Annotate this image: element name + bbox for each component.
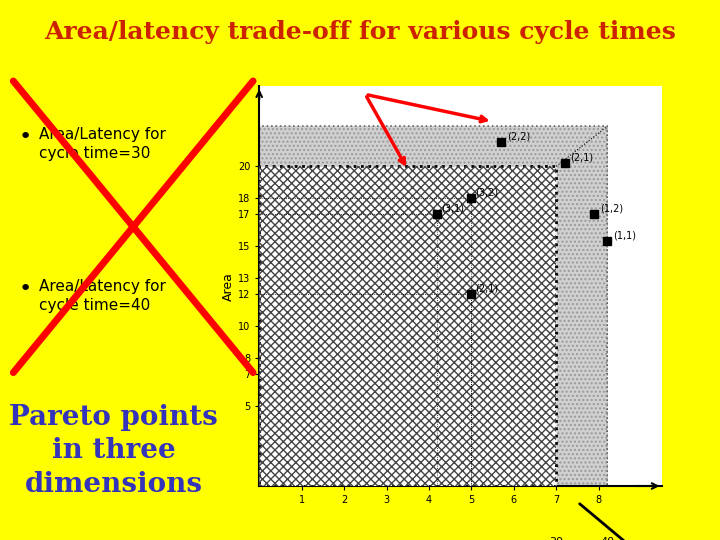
Text: 30: 30 [549, 537, 563, 540]
Text: (1,1): (1,1) [613, 231, 636, 241]
Text: (1,2): (1,2) [600, 204, 624, 213]
Text: (3,2): (3,2) [476, 187, 499, 198]
Text: (2,1): (2,1) [476, 284, 499, 293]
Text: Pareto points
in three
dimensions: Pareto points in three dimensions [9, 404, 217, 498]
Text: Area/Latency for
cycle time=40: Area/Latency for cycle time=40 [39, 279, 166, 313]
Bar [259, 126, 607, 486]
Text: •: • [18, 279, 32, 299]
Text: 40: 40 [600, 537, 614, 540]
Text: Area/latency trade-off for various cycle times: Area/latency trade-off for various cycle… [44, 21, 676, 44]
Y-axis label: Area: Area [222, 272, 235, 301]
Text: (2,1): (2,1) [570, 152, 593, 163]
Text: (2,2): (2,2) [507, 132, 530, 141]
Bar [259, 166, 557, 486]
Bar [259, 166, 557, 486]
Text: (3,1): (3,1) [441, 204, 464, 213]
Text: Area/Latency for
cycle time=30: Area/Latency for cycle time=30 [39, 126, 166, 161]
Bar [259, 126, 607, 486]
Text: •: • [18, 126, 32, 146]
